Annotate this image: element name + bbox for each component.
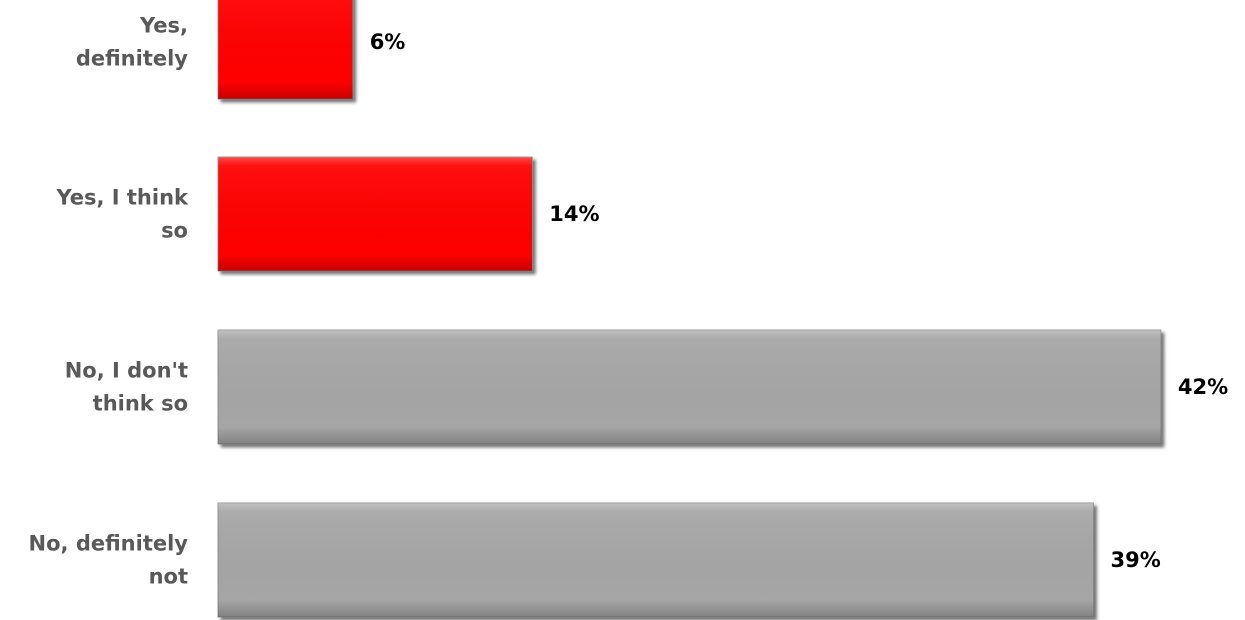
category-label: Yes, I think so xyxy=(55,186,189,243)
category-label-line: definitely xyxy=(76,47,188,71)
category-label-line: Yes, xyxy=(139,14,188,38)
category-label-line: No, I don't xyxy=(65,359,188,383)
bar-sheen xyxy=(218,0,353,99)
data-label: 6% xyxy=(370,30,406,54)
category-label-line: not xyxy=(149,565,188,589)
data-label: 42% xyxy=(1178,375,1228,399)
bar-group xyxy=(217,329,1162,445)
category-label: Yes, definitely xyxy=(76,14,188,71)
category-label-line: so xyxy=(161,219,188,243)
bar-group xyxy=(217,156,533,272)
bar-sheen xyxy=(218,503,1094,617)
category-label-line: Yes, I think xyxy=(55,186,189,210)
data-label: 39% xyxy=(1111,548,1161,572)
bar-sheen xyxy=(218,330,1161,444)
bar-group xyxy=(217,0,354,100)
category-label: No, I don't think so xyxy=(65,359,188,416)
bar-sheen xyxy=(218,157,533,271)
bar-group xyxy=(217,502,1094,618)
data-label: 14% xyxy=(549,202,599,226)
category-label-line: think so xyxy=(93,392,188,416)
category-label: No, definitely not xyxy=(29,532,189,589)
category-label-line: No, definitely xyxy=(29,532,189,556)
